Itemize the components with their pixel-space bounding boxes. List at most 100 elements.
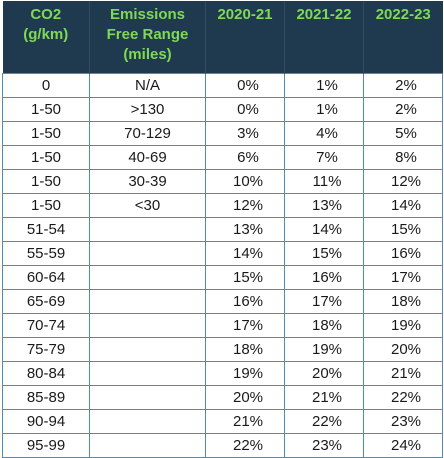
co2-cell: 80-84 [2,360,90,386]
table-row: 75-79 18% 19% 20% [2,336,443,362]
co2-cell: 1-50 [2,192,90,218]
co2-cell: 60-64 [2,264,90,290]
rate-2021-22-cell: 17% [284,288,364,314]
co2-cell: 1-50 [2,168,90,194]
co2-cell: 95-99 [2,432,90,458]
header-2022-23: 2022-23 [363,1,443,73]
table-row: 1-50 40-69 6% 7% 8% [2,144,443,170]
rate-2020-21-cell: 10% [205,168,285,194]
rate-2020-21-cell: 0% [205,96,285,122]
rate-2021-22-cell: 4% [284,120,364,146]
header-range-line-1: Emissions [109,6,186,23]
rate-2020-21-cell: 17% [205,312,285,338]
rate-2022-23-cell: 14% [363,192,443,218]
emissions-free-range-cell: 70-129 [89,120,206,146]
header-emissions-free-range: Emissions Free Range (miles) [89,1,206,73]
rate-2021-22-cell: 14% [284,216,364,242]
rate-2020-21-cell: 13% [205,216,285,242]
table-row: 0 N/A 0% 1% 2% [2,72,443,98]
table-row: 90-94 21% 22% 23% [2,408,443,434]
rate-2021-22-cell: 22% [284,408,364,434]
emissions-free-range-cell [89,240,206,266]
emissions-free-range-cell [89,264,206,290]
header-co2: CO2 (g/km) [2,1,90,73]
rate-2022-23-cell: 17% [363,264,443,290]
emissions-free-range-cell: N/A [89,72,206,98]
table-row: 70-74 17% 18% 19% [2,312,443,338]
header-range-line-3: (miles) [123,46,172,63]
emissions-free-range-cell: <30 [89,192,206,218]
co2-cell: 1-50 [2,144,90,170]
rate-2020-21-cell: 18% [205,336,285,362]
emissions-free-range-cell: 30-39 [89,168,206,194]
rate-2021-22-cell: 23% [284,432,364,458]
table-row: 1-50 70-129 3% 4% 5% [2,120,443,146]
table-row: 95-99 22% 23% 24% [2,432,443,458]
table-row: 65-69 16% 17% 18% [2,288,443,314]
table-row: 1-50 <30 12% 13% 14% [2,192,443,218]
rate-2022-23-cell: 2% [363,96,443,122]
emissions-free-range-cell: 40-69 [89,144,206,170]
table-row: 85-89 20% 21% 22% [2,384,443,410]
emissions-free-range-cell [89,312,206,338]
co2-cell: 51-54 [2,216,90,242]
emissions-free-range-cell [89,216,206,242]
rate-2021-22-cell: 1% [284,72,364,98]
emissions-free-range-cell [89,384,206,410]
rate-2021-22-cell: 18% [284,312,364,338]
rate-2021-22-cell: 7% [284,144,364,170]
rate-2022-23-cell: 16% [363,240,443,266]
co2-cell: 70-74 [2,312,90,338]
co2-cell: 75-79 [2,336,90,362]
rate-2022-23-cell: 2% [363,72,443,98]
rate-2021-22-cell: 11% [284,168,364,194]
table-row: 55-59 14% 15% 16% [2,240,443,266]
emissions-free-range-cell [89,432,206,458]
emissions-free-range-cell: >130 [89,96,206,122]
rate-2021-22-cell: 20% [284,360,364,386]
rate-2022-23-cell: 8% [363,144,443,170]
table-row: 1-50 >130 0% 1% 2% [2,96,443,122]
rate-2022-23-cell: 15% [363,216,443,242]
rate-2020-21-cell: 0% [205,72,285,98]
rate-2022-23-cell: 22% [363,384,443,410]
header-2021-22: 2021-22 [284,1,364,73]
rate-2020-21-cell: 20% [205,384,285,410]
rate-2020-21-cell: 16% [205,288,285,314]
table-row: 51-54 13% 14% 15% [2,216,443,242]
rate-2021-22-cell: 13% [284,192,364,218]
header-co2-line-2: (g/km) [23,26,69,43]
co2-cell: 90-94 [2,408,90,434]
table-row: 80-84 19% 20% 21% [2,360,443,386]
rate-2020-21-cell: 12% [205,192,285,218]
rate-2020-21-cell: 3% [205,120,285,146]
rate-2022-23-cell: 12% [363,168,443,194]
header-range-line-2: Free Range [106,26,189,43]
table-row: 1-50 30-39 10% 11% 12% [2,168,443,194]
header-2020-21: 2020-21 [205,1,285,73]
rate-2021-22-cell: 1% [284,96,364,122]
emissions-free-range-cell [89,408,206,434]
rate-2022-23-cell: 23% [363,408,443,434]
rate-2020-21-cell: 14% [205,240,285,266]
rate-2022-23-cell: 5% [363,120,443,146]
rate-2020-21-cell: 15% [205,264,285,290]
emissions-free-range-cell [89,288,206,314]
rate-2021-22-cell: 16% [284,264,364,290]
rate-2020-21-cell: 21% [205,408,285,434]
rate-2022-23-cell: 21% [363,360,443,386]
rate-2020-21-cell: 22% [205,432,285,458]
header-row: CO2 (g/km) Emissions Free Range (miles) … [2,1,443,73]
co2-cell: 0 [2,72,90,98]
rate-2022-23-cell: 18% [363,288,443,314]
emissions-free-range-cell [89,336,206,362]
rate-2020-21-cell: 6% [205,144,285,170]
table-header: CO2 (g/km) Emissions Free Range (miles) … [2,1,443,73]
rate-2022-23-cell: 24% [363,432,443,458]
co2-cell: 65-69 [2,288,90,314]
rate-2022-23-cell: 19% [363,312,443,338]
emissions-free-range-cell [89,360,206,386]
rate-2021-22-cell: 19% [284,336,364,362]
